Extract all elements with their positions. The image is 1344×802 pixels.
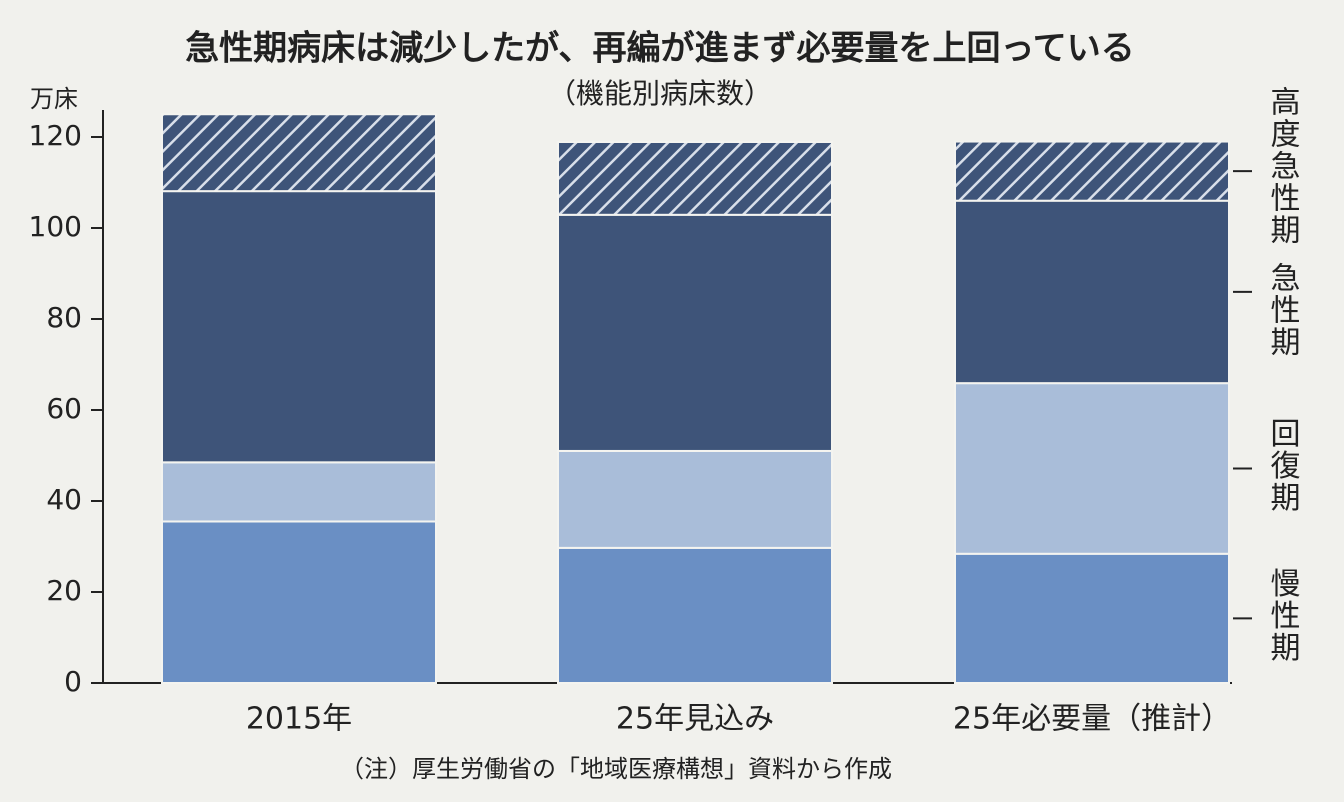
bar-segment <box>161 113 437 193</box>
bar-segment <box>954 199 1230 385</box>
chart-subtitle: （機能別病床数） <box>548 77 772 110</box>
legend-label: 回復期 <box>1265 417 1301 513</box>
y-tick-label: 40 <box>46 483 82 516</box>
chart-title: 急性期病床は減少したが、再編が進まず必要量を上回っている <box>185 29 1135 69</box>
x-tick-label: 2015年 <box>246 702 352 737</box>
y-tick-label: 120 <box>29 119 82 152</box>
x-tick-label: 25年必要量（推計） <box>953 702 1231 737</box>
bar-segment <box>557 213 833 452</box>
y-tick-label: 0 <box>64 665 82 698</box>
bar-segment <box>557 141 833 216</box>
bar-segment <box>954 140 1230 202</box>
legend-label: 急性期 <box>1265 262 1301 358</box>
bar-segment <box>954 382 1230 555</box>
bar-segment <box>954 552 1230 685</box>
note: （注）厚生労働省の「地域医療構想」資料から作成 <box>340 755 892 783</box>
y-unit: 万床 <box>30 85 78 113</box>
legend-label: 高度急性期 <box>1265 86 1301 246</box>
y-tick-label: 60 <box>46 392 82 425</box>
x-tick-label: 25年見込み <box>616 702 774 737</box>
legend-label: 慢性期 <box>1265 567 1301 663</box>
y-tick-label: 80 <box>46 301 82 334</box>
bar-segment <box>161 190 437 464</box>
y-tick-label: 20 <box>46 574 82 607</box>
bar-segment <box>161 520 437 684</box>
bar-segment <box>557 546 833 684</box>
y-tick-label: 100 <box>29 210 82 243</box>
bar-segment <box>161 461 437 523</box>
bar-segment <box>557 449 833 549</box>
